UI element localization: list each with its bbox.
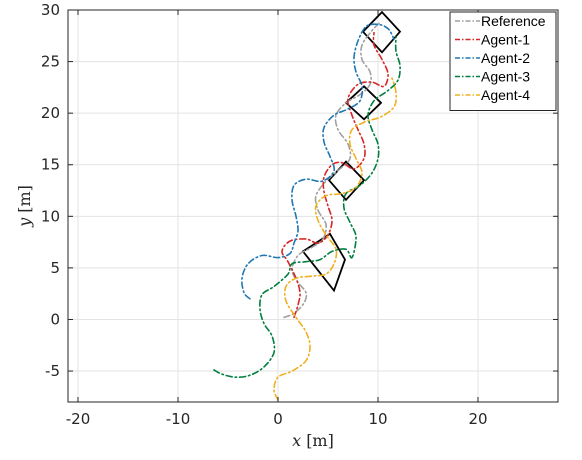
y-axis-label: y [m] — [15, 185, 34, 228]
series-line-agent-3 — [213, 36, 401, 379]
series-line-agent-2 — [241, 23, 395, 300]
legend-box — [449, 11, 557, 111]
series-line-agent-4 — [273, 77, 398, 401]
series-line-agent-1 — [281, 31, 389, 319]
y-tick-label: 0 — [50, 310, 60, 328]
y-tick-label: 25 — [41, 53, 60, 71]
x-tick-label: -10 — [166, 410, 191, 428]
x-tick-label: 10 — [368, 410, 387, 428]
legend-label: Reference — [481, 13, 546, 29]
formation-shape-2 — [344, 85, 383, 121]
y-axis-variable: y — [15, 217, 34, 228]
legend-item: Reference — [455, 13, 546, 29]
legend-label: Agent-4 — [481, 87, 530, 103]
axis-ticks: -20 -10 0 10 20 -5 0 5 10 15 20 25 30 — [41, 1, 558, 428]
legend: Reference Agent-1 Agent-2 Agent-3 Agent-4 — [449, 11, 557, 111]
x-axis-label: x [m] — [292, 431, 334, 450]
formation-shape-4 — [301, 232, 346, 293]
legend-item: Agent-1 — [455, 32, 530, 48]
series-lines — [213, 21, 401, 401]
y-tick-label: 5 — [50, 259, 60, 277]
y-tick-label: 20 — [41, 104, 60, 122]
x-tick-label: -20 — [66, 410, 91, 428]
legend-label: Agent-1 — [481, 32, 530, 48]
y-tick-label: 15 — [41, 156, 60, 174]
y-tick-label: -5 — [45, 362, 60, 380]
y-axis-unit: [m] — [15, 185, 34, 213]
y-tick-label: 10 — [41, 207, 60, 225]
x-axis-unit: [m] — [306, 431, 334, 450]
plot-frame — [67, 9, 559, 403]
y-tick-label: 30 — [41, 1, 60, 19]
x-tick-label: 20 — [468, 410, 487, 428]
legend-item: Agent-2 — [455, 50, 530, 66]
x-tick-label: 0 — [273, 410, 283, 428]
legend-item: Agent-3 — [455, 69, 530, 85]
x-axis-variable: x — [292, 431, 301, 450]
grid-lines — [68, 9, 558, 402]
legend-label: Agent-2 — [481, 50, 530, 66]
legend-label: Agent-3 — [481, 69, 530, 85]
legend-item: Agent-4 — [455, 87, 530, 103]
